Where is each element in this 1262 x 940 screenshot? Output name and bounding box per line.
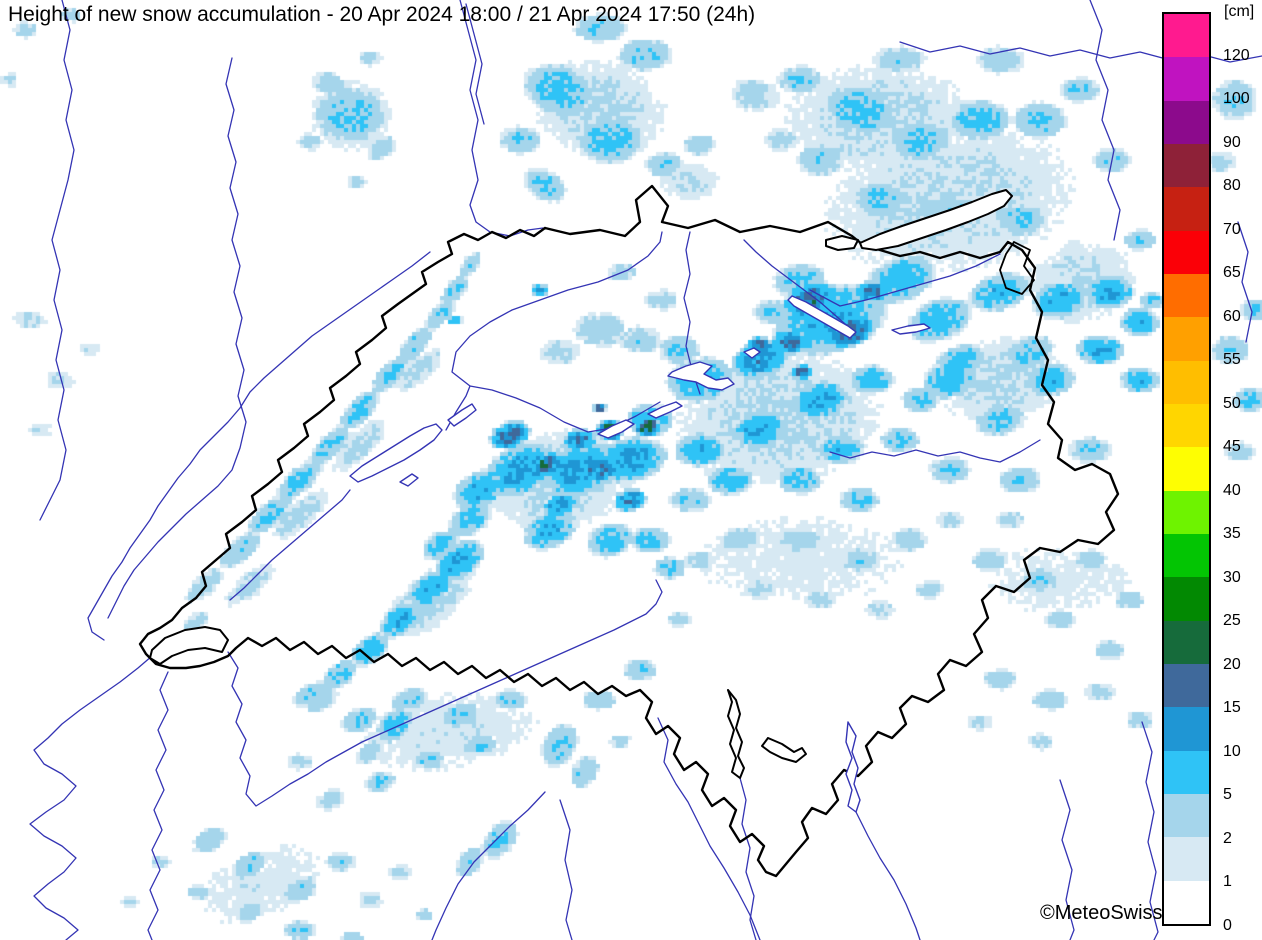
colorbar-segment [1164, 533, 1209, 578]
river-line [739, 777, 757, 940]
lake-shape-inner [447, 403, 477, 427]
river-line [459, 0, 544, 237]
lake-shape-border [761, 737, 807, 763]
colorbar-segment [1164, 403, 1209, 448]
lake-shape-inner [891, 323, 931, 335]
colorbar-segment [1164, 14, 1209, 58]
colorbar-segment [1164, 317, 1209, 361]
colorbar-segment [1164, 620, 1209, 664]
river-line [1141, 721, 1159, 940]
river-line [743, 239, 853, 331]
lake-shape-inner [597, 419, 635, 439]
colorbar-segment [1164, 707, 1209, 751]
colorbar-segment [1164, 750, 1209, 794]
national-border-line [138, 184, 1120, 878]
lake-shape-border [727, 689, 745, 779]
colorbar-segment [1164, 57, 1209, 101]
lake-shape-inner [667, 361, 735, 391]
colorbar [1162, 12, 1211, 926]
lake-shape-border [859, 189, 1013, 251]
colorbar-segment [1164, 837, 1209, 881]
lake-shape-border [825, 235, 859, 251]
colorbar-segment [1164, 447, 1209, 491]
river-line [829, 439, 1041, 463]
lake-shape-inner [647, 401, 683, 419]
colorbar-segment [1164, 577, 1209, 621]
river-line [1059, 779, 1075, 940]
river-line [431, 791, 546, 940]
river-line [657, 717, 761, 940]
river-line [147, 671, 169, 940]
colorbar-segment [1164, 490, 1209, 534]
river-line [87, 251, 431, 641]
lake-shape-border [149, 626, 229, 665]
colorbar-segment [1164, 143, 1209, 188]
river-line [29, 655, 153, 940]
colorbar-segment [1164, 793, 1209, 838]
colorbar-segment [1164, 663, 1209, 708]
river-line [559, 799, 573, 940]
river-line [39, 0, 75, 521]
lake-shape-inner [845, 721, 861, 813]
lake-shape-inner [787, 295, 857, 339]
river-line [809, 253, 1001, 307]
lake-shape-inner [743, 347, 761, 359]
river-line [855, 811, 921, 940]
colorbar-segment [1164, 880, 1209, 924]
river-line [1237, 221, 1253, 343]
lake-shape-inner [349, 423, 443, 483]
colorbar-segment [1164, 230, 1209, 274]
lake-shape-inner [399, 473, 419, 487]
enclave-border-line [999, 241, 1035, 295]
colorbar-segment [1164, 360, 1209, 404]
colorbar-segment [1164, 273, 1209, 318]
river-line [465, 3, 485, 125]
river-line [107, 57, 247, 619]
river-line [1089, 0, 1121, 241]
river-line [227, 579, 663, 807]
river-line [451, 231, 663, 433]
colorbar-segment [1164, 187, 1209, 231]
river-line [229, 489, 351, 601]
colorbar-segment [1164, 100, 1209, 144]
